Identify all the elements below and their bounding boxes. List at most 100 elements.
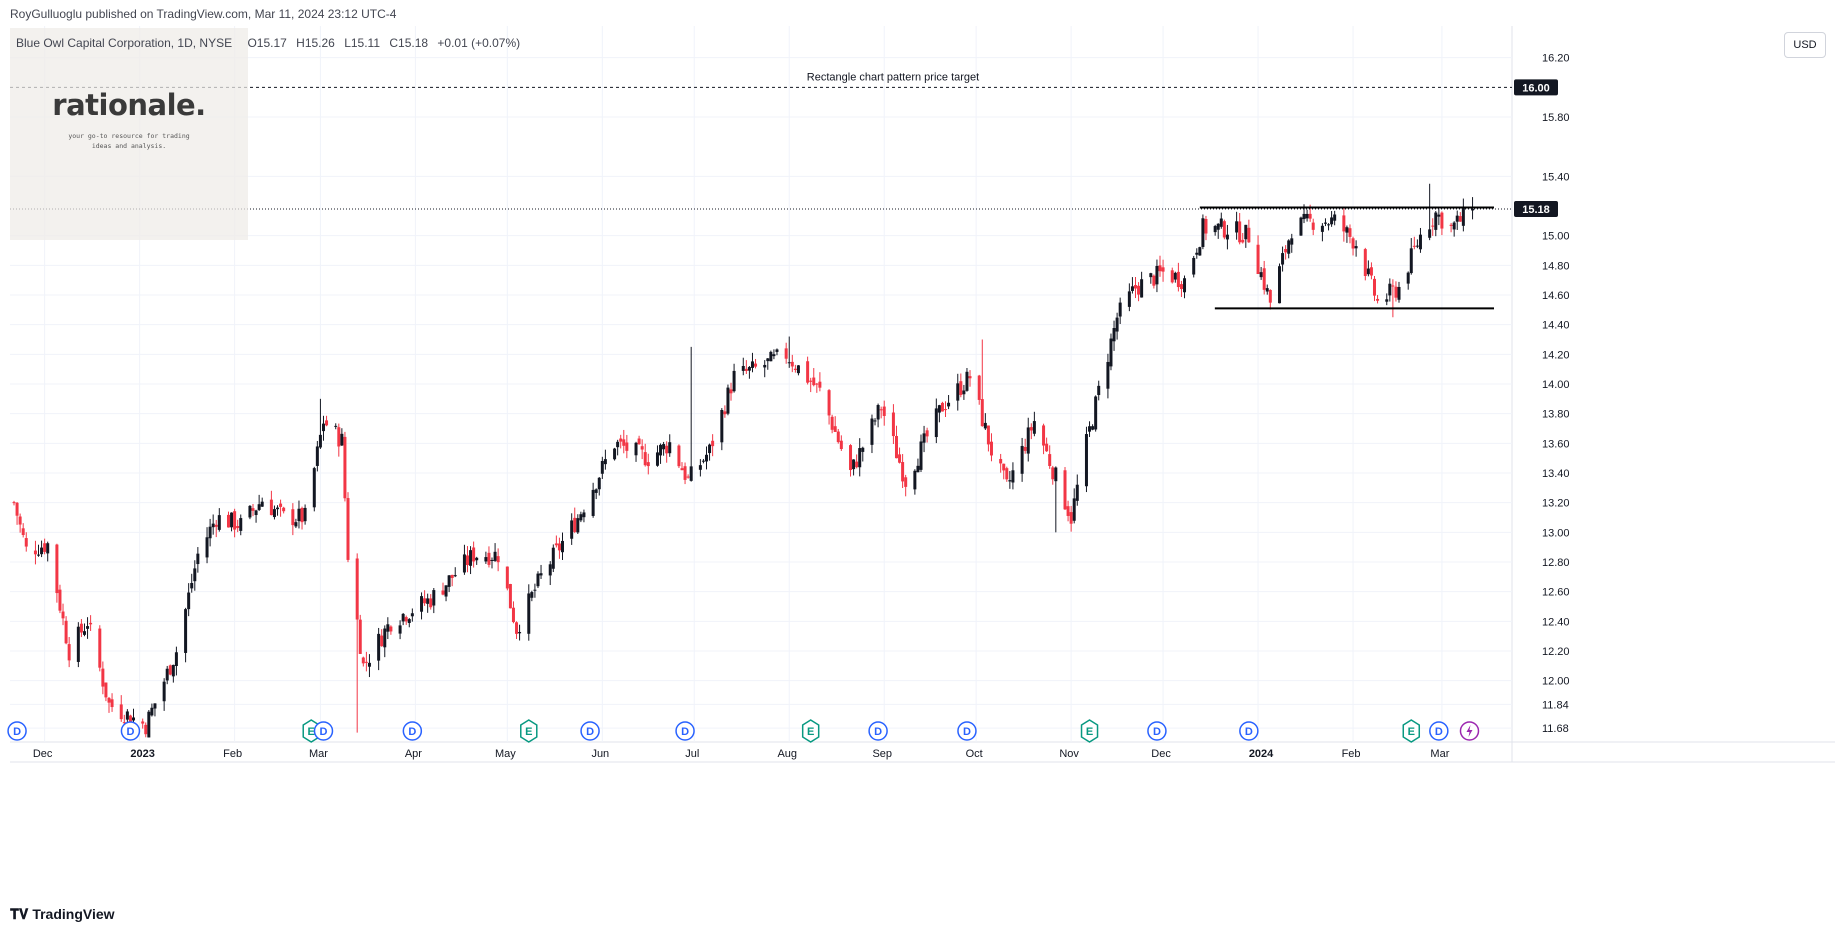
candle-body <box>144 724 148 735</box>
candle-body <box>1415 245 1419 247</box>
candle-body <box>1173 272 1177 280</box>
candle-body <box>465 555 469 566</box>
candle-body <box>594 489 598 493</box>
candle-body <box>426 598 430 604</box>
candle-body <box>683 466 687 480</box>
candle-body <box>646 462 650 467</box>
candle-body <box>453 575 457 577</box>
candle-body <box>668 442 672 454</box>
candle-body <box>272 509 276 518</box>
candle-body <box>239 518 243 531</box>
rationale-watermark: rationale. your go-to resource for tradi… <box>10 28 248 240</box>
candle-body <box>251 508 255 511</box>
candle-body <box>983 422 987 429</box>
candle-body <box>1216 223 1220 230</box>
candle-body <box>1449 224 1453 226</box>
candle-body <box>1418 234 1422 250</box>
candle-body <box>1195 252 1199 255</box>
candle-body <box>790 361 794 367</box>
candle-body <box>67 644 71 661</box>
candle-body <box>775 349 779 352</box>
candle-body <box>101 668 105 687</box>
candle-body <box>898 454 902 463</box>
candle-body <box>622 439 626 446</box>
candle-body <box>1342 215 1346 232</box>
candle-body <box>579 514 583 521</box>
candle-body <box>616 441 620 448</box>
lightning-icon <box>1466 725 1473 737</box>
candle-body <box>655 452 659 466</box>
candle-body <box>257 504 261 510</box>
candle-body <box>1302 213 1306 220</box>
candle-body <box>1137 285 1141 295</box>
candle-body <box>318 434 322 448</box>
candle-body <box>43 543 47 552</box>
candle-body <box>698 465 702 470</box>
candle-body <box>122 722 126 724</box>
last-price-label-bg <box>1514 200 1558 217</box>
watermark-subtitle: your go-to resource for trading ideas an… <box>10 131 248 151</box>
candle-body <box>809 380 813 382</box>
candle-body <box>493 551 497 561</box>
candle-body <box>1345 227 1349 233</box>
x-tick-label: Feb <box>223 748 242 760</box>
candle-body <box>1066 506 1070 516</box>
candle-body <box>1327 224 1331 226</box>
x-tick-label: Oct <box>966 748 983 760</box>
candle-body <box>882 406 886 416</box>
candle-body <box>1158 265 1162 272</box>
candle-body <box>315 446 319 466</box>
x-tick-label: Jun <box>591 748 609 760</box>
candle-body <box>560 540 564 553</box>
dividend-event-icon <box>675 721 695 741</box>
earnings-event-letter: E <box>1086 726 1093 738</box>
x-tick-label: Nov <box>1059 748 1079 760</box>
earnings-event-letter: E <box>807 726 814 738</box>
candle-body <box>873 420 877 422</box>
candle-body <box>420 596 424 612</box>
candle-body <box>1176 271 1180 288</box>
candle-body <box>861 447 865 452</box>
candle-body <box>1002 463 1006 471</box>
candle-body <box>573 517 577 532</box>
candle-body <box>132 717 136 721</box>
candle-body <box>769 351 773 362</box>
candle-body <box>1262 268 1266 290</box>
candle-body <box>211 523 215 528</box>
candle-body <box>1069 512 1073 524</box>
candle-body <box>1222 221 1226 238</box>
candle-body <box>959 381 963 395</box>
candle-body <box>334 425 338 427</box>
candle-body <box>1366 268 1370 275</box>
candle-body <box>441 590 445 595</box>
currency-button[interactable]: USD <box>1784 32 1826 58</box>
symbol-title[interactable]: Blue Owl Capital Corporation, 1D, NYSE <box>16 36 233 50</box>
candle-body <box>744 368 748 371</box>
candle-body <box>1458 216 1462 222</box>
candle-body <box>1075 484 1079 501</box>
candle-body <box>686 476 690 478</box>
candle-body <box>852 459 856 470</box>
candle-body <box>1235 221 1239 233</box>
candle-body <box>659 444 663 456</box>
candle-body <box>1026 427 1030 454</box>
candle-body <box>174 652 178 667</box>
tradingview-footer[interactable]: 𝐓𝐕 TradingView <box>10 906 115 923</box>
candle-body <box>1094 396 1098 430</box>
candle-body <box>582 512 586 518</box>
candle-body <box>282 507 286 512</box>
candle-body <box>1397 286 1401 300</box>
candle-body <box>947 402 951 407</box>
dividend-event-icon <box>580 721 600 741</box>
candle-body <box>79 623 83 633</box>
candle-body <box>1130 286 1134 291</box>
candle-body <box>171 664 175 677</box>
candle-body <box>934 408 938 438</box>
x-tick-label: Sep <box>872 748 892 760</box>
candle-body <box>1048 454 1052 466</box>
candle-body <box>965 371 969 391</box>
x-tick-label: Jul <box>685 748 699 760</box>
candle-body <box>1198 247 1202 256</box>
earnings-event-letter: E <box>525 726 532 738</box>
